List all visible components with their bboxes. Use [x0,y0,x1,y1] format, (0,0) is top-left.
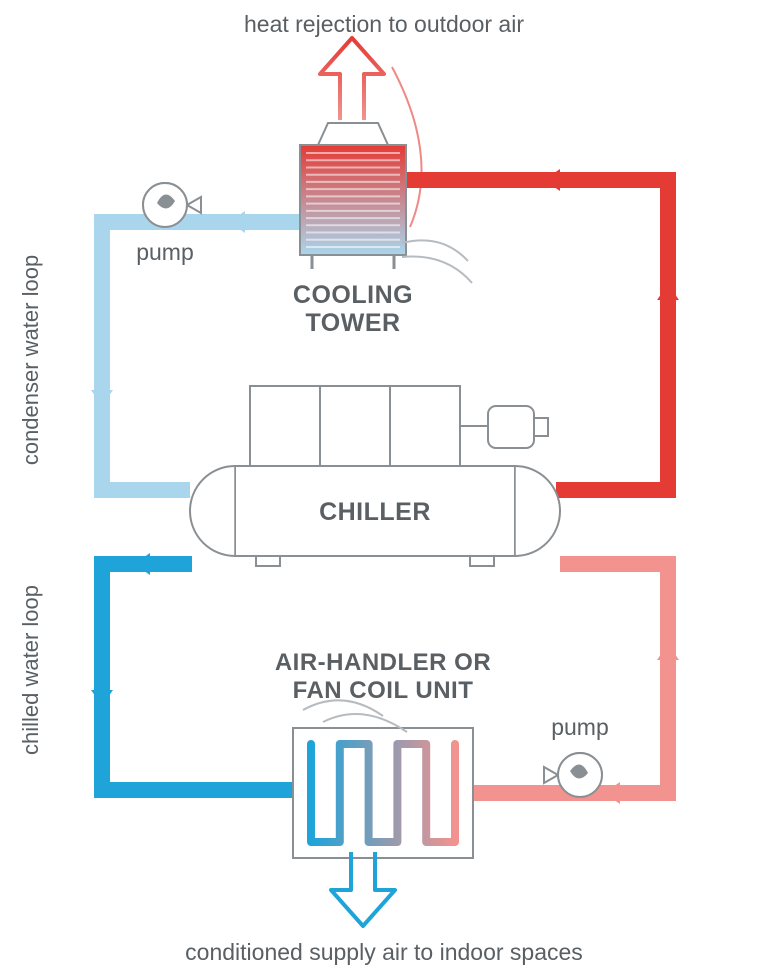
svg-text:FAN COIL UNIT: FAN COIL UNIT [293,677,474,704]
svg-text:COOLING: COOLING [293,281,413,309]
condenser-loop-label: condenser water loop [18,255,43,465]
svg-text:pump: pump [551,714,609,740]
svg-text:CHILLER: CHILLER [319,498,431,526]
svg-text:AIR-HANDLER OR: AIR-HANDLER OR [275,649,491,676]
svg-text:conditioned supply air to indo: conditioned supply air to indoor spaces [185,939,583,965]
chiller [190,386,560,566]
svg-text:heat rejection to outdoor air: heat rejection to outdoor air [244,11,524,37]
svg-text:pump: pump [136,239,194,265]
air-handler [293,700,473,858]
supply-air-arrow [331,852,395,926]
heat-rejection-arrow [320,38,384,120]
chilled-cold-pipe [102,564,300,790]
svg-text:TOWER: TOWER [305,309,400,337]
chilled-loop-label: chilled water loop [18,585,43,755]
